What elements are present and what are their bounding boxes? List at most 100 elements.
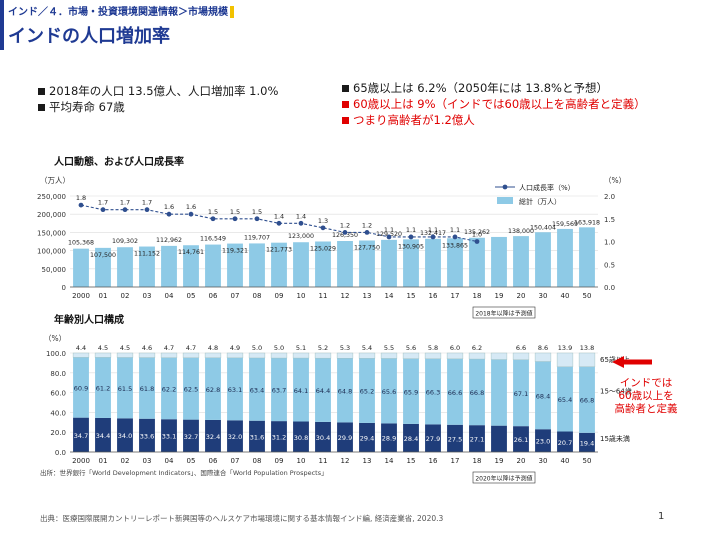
- chart2-label-under15: 32.4: [206, 433, 220, 441]
- chart2-label-65plus: 5.0: [252, 344, 262, 352]
- chart2-label-15-64: 67.1: [514, 390, 528, 398]
- chart1-bar-label: 119,707: [244, 234, 270, 241]
- chart1-bar-label: 163,918: [574, 219, 600, 226]
- chart2-label-under15: 32.0: [228, 433, 242, 441]
- chart2-bar-under15: [425, 424, 441, 452]
- chart2-bar-65plus: [116, 352, 134, 358]
- chart1-forecast-tag: 2018年以降は予測値: [475, 310, 532, 318]
- chart1-bar: [315, 241, 331, 287]
- chart2-bar-65plus: [424, 352, 442, 359]
- chart2-x-tick: 03: [143, 457, 152, 465]
- breadcrumb-marker: [230, 6, 234, 18]
- chart2-label-65plus: 6.2: [472, 344, 482, 352]
- chart2-label-15-64: 62.5: [184, 386, 198, 394]
- chart2-label-under15: 30.8: [294, 434, 308, 442]
- chart1-rate-point: [364, 230, 370, 235]
- page-number: 1: [658, 511, 665, 522]
- chart1-bar-label: 138,000: [508, 228, 534, 235]
- chart1-bar-label: 150,404: [530, 224, 556, 231]
- chart2-bar-65plus: [226, 352, 244, 359]
- chart2-x-tick: 14: [385, 457, 394, 465]
- chart1-rate-point: [408, 234, 414, 240]
- chart1-x-tick: 19: [495, 292, 504, 300]
- chart2-x-tick: 12: [341, 457, 350, 465]
- chart1-bar-label: 112,962: [156, 237, 182, 244]
- chart2-bar-65plus: [402, 352, 420, 359]
- chart1-bar: [161, 245, 177, 287]
- chart1-y2-tick: 0.5: [604, 261, 615, 269]
- chart2-label-65plus: 4.6: [142, 344, 152, 352]
- chart2-bar-65plus: [534, 352, 552, 362]
- chart-source: 出所：世界銀行「World Development Indicators」、国際…: [40, 468, 328, 477]
- chart1-x-tick: 18: [473, 292, 482, 300]
- chart1-rate-point: [210, 216, 216, 222]
- chart1-y2-tick: 1.0: [604, 239, 615, 247]
- chart2-label-65plus: 4.7: [164, 344, 174, 352]
- chart1-rate-point: [100, 207, 106, 213]
- chart1-x-tick: 09: [275, 292, 284, 300]
- chart1-rate-point: [166, 211, 172, 217]
- chart1-y2-unit: （%）: [604, 176, 626, 185]
- chart2-bar-15-64: [359, 358, 375, 423]
- chart2-bar-15-64: [205, 357, 221, 420]
- chart2-label-15-64: 65.6: [382, 388, 396, 396]
- chart2-label-65plus: 4.5: [120, 344, 130, 352]
- chart1-bar-label: 107,500: [90, 252, 116, 259]
- chart2-forecast-tag: 2020年以降は予測値: [475, 475, 532, 483]
- chart2-label-under15: 34.0: [118, 432, 132, 440]
- chart2-label-65plus: 5.0: [274, 344, 284, 352]
- chart1-rate-label: 1.2: [362, 221, 372, 229]
- chart2-bar-under15: [447, 424, 463, 452]
- chart2-label-under15: 31.2: [272, 434, 286, 442]
- chart1-legend-pop: 総計（万人）: [519, 197, 561, 206]
- chart2-label-15-64: 66.8: [470, 389, 484, 397]
- chart1-rate-label: 1.5: [252, 208, 262, 216]
- chart2-bar-under15: [491, 425, 507, 452]
- chart2-label-under15: 34.4: [96, 432, 110, 440]
- chart1-rate-label: 1.1: [450, 226, 460, 234]
- bullet-square-icon: [342, 85, 349, 92]
- chart2-label-65plus: 4.5: [98, 344, 108, 352]
- chart1-rate-point: [254, 216, 260, 222]
- chart1-bar: [227, 243, 243, 287]
- chart1-y-tick: 50,000: [42, 266, 67, 274]
- chart1-bar-label: 129,520: [376, 231, 402, 238]
- chart1-bar: [337, 241, 353, 287]
- chart2-bar-65plus: [160, 352, 178, 358]
- chart2-x-tick: 30: [539, 457, 548, 465]
- chart2-bar-65plus: [204, 352, 222, 358]
- chart2-label-under15: 28.9: [382, 435, 396, 443]
- chart2-y-tick: 40.0: [50, 409, 66, 417]
- chart1-bar: [205, 244, 221, 287]
- chart2-y-tick: 80.0: [50, 370, 66, 378]
- chart2-bar-under15: [161, 419, 177, 452]
- left-arrow-icon: [612, 356, 652, 368]
- chart2-label-15-64: 68.4: [536, 392, 550, 400]
- chart1-rate-point: [298, 220, 304, 226]
- chart2-label-under15: 34.7: [74, 432, 88, 440]
- chart2-x-tick: 16: [429, 457, 438, 465]
- chart2-bar-65plus: [270, 352, 288, 359]
- footer-source: 出典：医療国際展開カントリーレポート新興国等のヘルスケア市場環境に関する基本情報…: [40, 514, 444, 523]
- chart1-rate-label: 1.8: [76, 194, 86, 202]
- chart2-bar-65plus: [248, 352, 266, 359]
- chart1-bar-label: 119,321: [222, 248, 248, 255]
- chart1-y-tick: 150,000: [37, 229, 66, 237]
- chart1-bar-label: 114,761: [178, 249, 204, 256]
- chart2-bar-under15: [315, 421, 331, 452]
- chart1-bar-label: 126,350: [332, 232, 358, 239]
- chart1-x-tick: 13: [363, 292, 372, 300]
- chart2-bar-65plus: [380, 352, 398, 359]
- chart1-bar-label: 127,750: [354, 244, 380, 251]
- chart2-label-under15: 20.7: [558, 439, 572, 447]
- chart2-bar-under15: [557, 431, 573, 452]
- chart2-y-unit: （%）: [44, 334, 66, 343]
- chart2-x-tick: 01: [99, 457, 108, 465]
- chart2-bar-under15: [73, 417, 89, 452]
- chart2-bar-under15: [95, 417, 111, 452]
- chart1-rate-label: 1.6: [164, 203, 174, 211]
- chart2-bar-under15: [381, 423, 397, 452]
- chart1-forecast-tag-box: [472, 306, 536, 319]
- chart1-bar-label: 116,549: [200, 236, 226, 243]
- chart2-label-15-64: 64.8: [338, 387, 352, 395]
